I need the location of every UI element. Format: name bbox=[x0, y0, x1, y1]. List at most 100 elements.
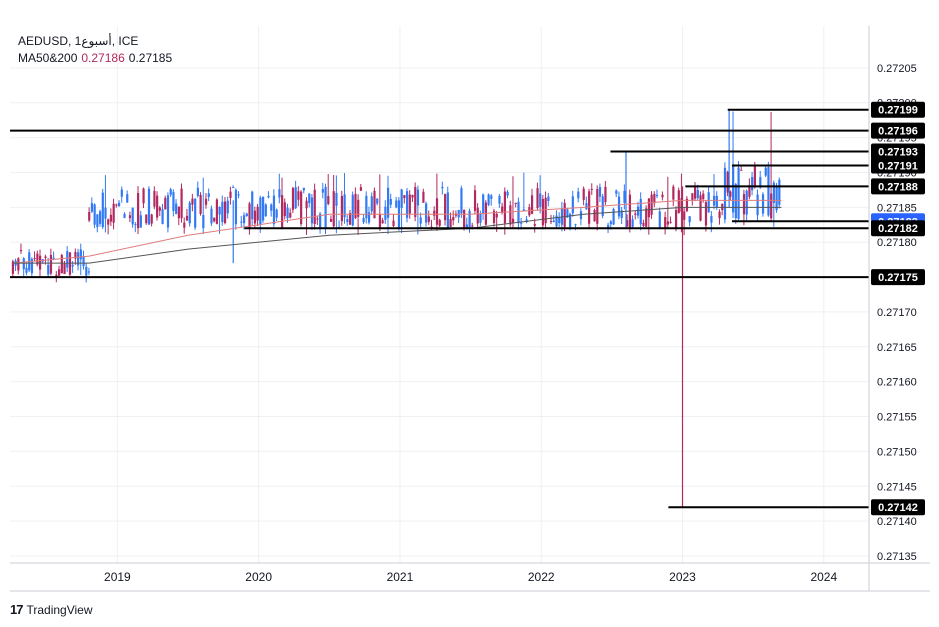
symbol-title: AEDUSD, 1أسبوع, ICE bbox=[18, 34, 139, 48]
candle-body bbox=[506, 191, 509, 196]
price-badge-label: 0.27175 bbox=[878, 272, 918, 284]
candle-body bbox=[354, 193, 357, 219]
ma-value-2: 0.27185 bbox=[128, 51, 173, 65]
y-tick-label: 0.27155 bbox=[877, 412, 917, 424]
x-axis-ticks: 2019 2020 2021 2022 2023 2024 bbox=[104, 570, 837, 584]
candle-body bbox=[270, 204, 273, 211]
candle-body bbox=[367, 212, 371, 223]
candle-body bbox=[112, 203, 115, 223]
candle-body bbox=[685, 198, 689, 212]
candle-body bbox=[677, 190, 680, 214]
candle-body bbox=[297, 191, 300, 200]
candle-body bbox=[22, 258, 25, 270]
candle-body bbox=[191, 198, 194, 205]
candle-body bbox=[153, 190, 156, 207]
candle-body bbox=[316, 218, 319, 220]
candle-body bbox=[647, 198, 651, 218]
candle-body bbox=[343, 194, 346, 218]
candle-body bbox=[631, 219, 634, 227]
candle-body bbox=[457, 209, 460, 218]
axes bbox=[10, 26, 930, 592]
y-tick-label: 0.27185 bbox=[877, 202, 917, 214]
candle-body bbox=[248, 203, 251, 229]
candle-body bbox=[120, 189, 123, 197]
candle-body bbox=[283, 202, 286, 217]
candle-body bbox=[577, 191, 580, 199]
candle-body bbox=[101, 192, 104, 228]
candle-body bbox=[718, 211, 721, 219]
candle-body bbox=[58, 269, 61, 276]
candle-body bbox=[571, 196, 574, 214]
candle-body bbox=[11, 261, 15, 274]
y-tick-label: 0.27170 bbox=[877, 307, 917, 319]
candle-body bbox=[593, 210, 596, 222]
y-tick-label: 0.27180 bbox=[877, 237, 917, 249]
price-badge-label: 0.27193 bbox=[878, 147, 918, 159]
candle-body bbox=[427, 216, 430, 222]
price-badge-label: 0.27191 bbox=[878, 160, 918, 172]
candle-body bbox=[278, 189, 281, 198]
candle-body bbox=[729, 191, 732, 197]
candle-body bbox=[707, 192, 710, 213]
candle-body bbox=[642, 222, 645, 226]
candle-body bbox=[406, 191, 409, 218]
candle-body bbox=[229, 191, 232, 198]
candle-body bbox=[289, 212, 292, 218]
candle-body bbox=[194, 198, 197, 228]
candle-body bbox=[386, 187, 390, 218]
candle-body bbox=[680, 198, 683, 212]
candle-body bbox=[98, 211, 102, 224]
candle-body bbox=[123, 213, 126, 218]
candle-body bbox=[704, 202, 708, 226]
candle-body bbox=[185, 215, 189, 221]
candle-body bbox=[585, 203, 588, 210]
tradingview-brand[interactable]: 17 TradingView bbox=[10, 602, 93, 617]
candle-body bbox=[422, 191, 425, 203]
candle-body bbox=[414, 187, 417, 217]
candle-body bbox=[620, 210, 623, 218]
candle-body bbox=[552, 220, 555, 223]
candle-body bbox=[416, 189, 420, 206]
candle-body bbox=[335, 192, 338, 206]
candle-body bbox=[530, 195, 534, 214]
y-tick-label: 0.27145 bbox=[877, 481, 917, 493]
candle-body bbox=[759, 177, 762, 188]
level-lines bbox=[10, 108, 869, 509]
candle-body bbox=[158, 207, 161, 211]
candle-body bbox=[139, 215, 142, 228]
candle-body bbox=[188, 202, 191, 224]
x-tick-label: 2024 bbox=[810, 570, 837, 584]
candle-body bbox=[126, 194, 129, 203]
candle-body bbox=[376, 198, 379, 204]
candle-body bbox=[332, 191, 335, 227]
x-tick-label: 2023 bbox=[669, 570, 696, 584]
candle-body bbox=[438, 219, 441, 226]
candle-body bbox=[310, 197, 314, 224]
candle-body bbox=[574, 224, 577, 226]
candle-body bbox=[348, 212, 352, 225]
candle-body bbox=[525, 219, 528, 223]
price-badge bbox=[871, 178, 925, 195]
candle-body bbox=[732, 165, 735, 213]
candle-body bbox=[300, 191, 303, 225]
candle-body bbox=[683, 211, 686, 220]
candle-body bbox=[636, 206, 640, 216]
candle-body bbox=[514, 202, 517, 204]
candle-body bbox=[498, 195, 501, 204]
candle-body bbox=[308, 193, 311, 204]
y-tick-label: 0.27135 bbox=[877, 551, 917, 563]
candle-body bbox=[435, 198, 439, 225]
candle-body bbox=[392, 220, 395, 227]
candle-body bbox=[202, 215, 205, 229]
candle-body bbox=[17, 258, 20, 271]
candle-body bbox=[408, 194, 411, 214]
candle-body bbox=[734, 184, 737, 219]
candle-body bbox=[547, 196, 550, 201]
candle-body bbox=[425, 203, 428, 223]
candle-body bbox=[172, 191, 175, 211]
candle-body bbox=[109, 214, 113, 222]
candle-body bbox=[751, 177, 754, 191]
y-tick-label: 0.27140 bbox=[877, 516, 917, 528]
